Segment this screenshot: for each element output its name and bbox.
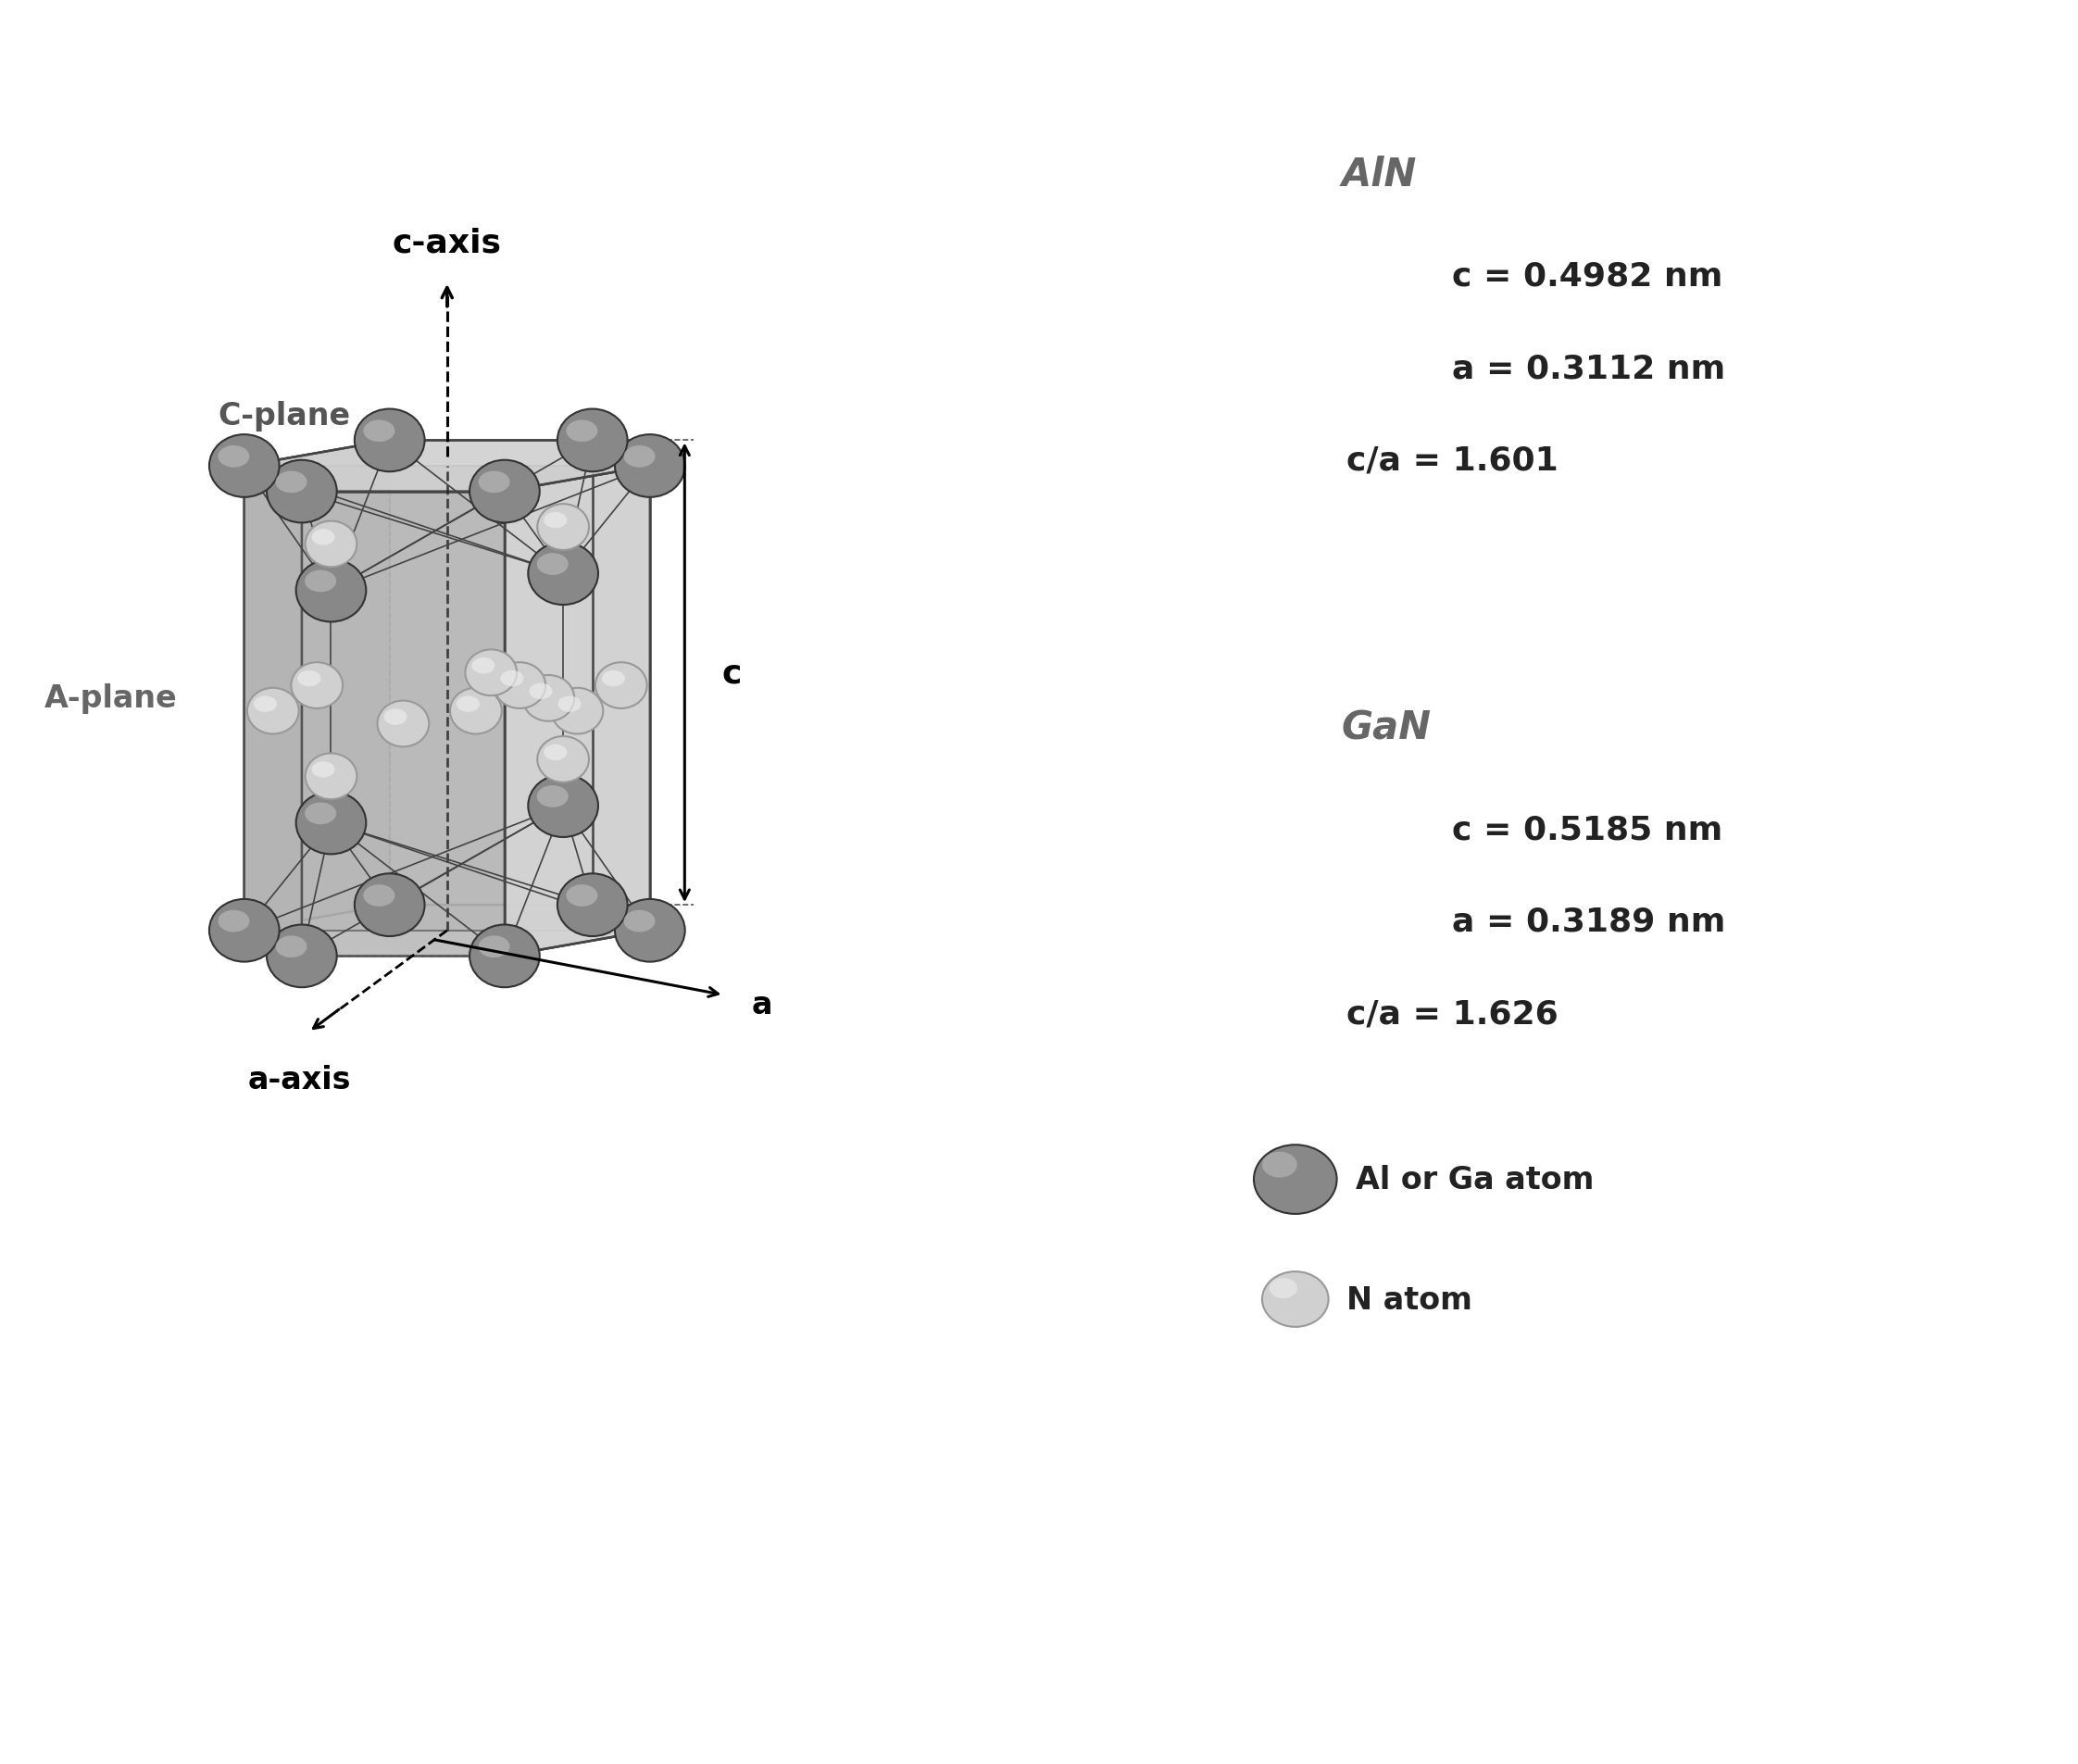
Text: a = 0.3112 nm: a = 0.3112 nm — [1453, 353, 1725, 385]
Ellipse shape — [544, 513, 567, 529]
Ellipse shape — [565, 886, 598, 907]
Ellipse shape — [495, 663, 547, 709]
Ellipse shape — [1270, 1279, 1297, 1298]
Text: a: a — [752, 990, 773, 1020]
Ellipse shape — [536, 554, 569, 575]
Polygon shape — [592, 441, 650, 931]
Text: c/a = 1.626: c/a = 1.626 — [1347, 998, 1558, 1030]
Ellipse shape — [528, 543, 598, 605]
Text: c = 0.5185 nm: c = 0.5185 nm — [1453, 813, 1723, 845]
Ellipse shape — [312, 529, 335, 545]
Ellipse shape — [538, 505, 588, 550]
Ellipse shape — [218, 910, 249, 933]
Ellipse shape — [457, 697, 480, 713]
Polygon shape — [245, 441, 650, 492]
Text: a = 0.3189 nm: a = 0.3189 nm — [1453, 907, 1725, 937]
Ellipse shape — [501, 670, 524, 686]
Ellipse shape — [1261, 1152, 1297, 1178]
Ellipse shape — [465, 651, 517, 697]
Ellipse shape — [565, 420, 598, 443]
Text: c/a = 1.601: c/a = 1.601 — [1347, 445, 1558, 476]
Ellipse shape — [364, 886, 395, 907]
Ellipse shape — [544, 744, 567, 760]
Ellipse shape — [305, 522, 357, 568]
Ellipse shape — [536, 785, 569, 808]
Ellipse shape — [528, 774, 598, 838]
Text: C-plane: C-plane — [218, 400, 351, 432]
Text: A-plane: A-plane — [46, 683, 179, 714]
Ellipse shape — [615, 436, 686, 497]
Ellipse shape — [266, 460, 337, 524]
Ellipse shape — [378, 700, 428, 748]
Ellipse shape — [210, 900, 278, 961]
Ellipse shape — [530, 684, 553, 700]
Ellipse shape — [384, 709, 407, 725]
Ellipse shape — [305, 753, 357, 799]
Polygon shape — [245, 466, 650, 931]
Ellipse shape — [557, 409, 628, 473]
Ellipse shape — [470, 460, 540, 524]
Ellipse shape — [623, 910, 655, 933]
Text: a-axis: a-axis — [247, 1064, 351, 1095]
Ellipse shape — [210, 436, 278, 497]
Text: c: c — [721, 658, 742, 688]
Ellipse shape — [295, 792, 366, 854]
Ellipse shape — [276, 937, 308, 958]
Text: c-axis: c-axis — [393, 228, 501, 259]
Polygon shape — [245, 466, 301, 956]
Ellipse shape — [551, 688, 603, 734]
Ellipse shape — [451, 688, 501, 734]
Ellipse shape — [472, 658, 495, 674]
Ellipse shape — [557, 697, 582, 713]
Ellipse shape — [470, 924, 540, 988]
Ellipse shape — [603, 670, 625, 686]
Ellipse shape — [1261, 1272, 1328, 1327]
Ellipse shape — [295, 559, 366, 623]
Ellipse shape — [364, 420, 395, 443]
Ellipse shape — [297, 670, 320, 686]
Polygon shape — [245, 441, 389, 931]
Polygon shape — [505, 466, 650, 956]
Ellipse shape — [615, 900, 686, 961]
Ellipse shape — [276, 471, 308, 494]
Text: c = 0.4982 nm: c = 0.4982 nm — [1453, 261, 1723, 293]
Ellipse shape — [355, 873, 424, 937]
Ellipse shape — [254, 697, 276, 713]
Ellipse shape — [247, 688, 299, 734]
Ellipse shape — [596, 663, 646, 709]
Ellipse shape — [312, 762, 335, 778]
Text: GaN: GaN — [1342, 709, 1432, 748]
Polygon shape — [245, 905, 650, 956]
Ellipse shape — [478, 937, 509, 958]
Polygon shape — [245, 466, 301, 956]
Polygon shape — [301, 492, 505, 956]
Text: Al or Ga atom: Al or Ga atom — [1355, 1164, 1594, 1194]
Ellipse shape — [266, 924, 337, 988]
Ellipse shape — [355, 409, 424, 473]
Ellipse shape — [538, 737, 588, 783]
Ellipse shape — [291, 663, 343, 709]
Ellipse shape — [557, 873, 628, 937]
Ellipse shape — [478, 471, 509, 494]
Ellipse shape — [305, 803, 337, 826]
Ellipse shape — [524, 676, 574, 721]
Ellipse shape — [623, 446, 655, 467]
Ellipse shape — [218, 446, 249, 467]
Text: N atom: N atom — [1347, 1284, 1471, 1314]
Ellipse shape — [305, 572, 337, 593]
Ellipse shape — [1253, 1145, 1336, 1214]
Text: AlN: AlN — [1342, 155, 1417, 194]
